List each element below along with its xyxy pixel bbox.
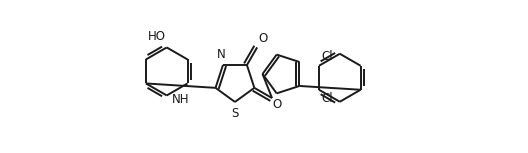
Text: Cl: Cl	[321, 92, 333, 105]
Text: O: O	[272, 98, 281, 111]
Text: N: N	[218, 48, 226, 61]
Text: S: S	[231, 106, 239, 119]
Text: O: O	[258, 32, 268, 45]
Text: HO: HO	[147, 30, 165, 43]
Text: NH: NH	[172, 93, 190, 106]
Text: Cl: Cl	[321, 50, 333, 63]
